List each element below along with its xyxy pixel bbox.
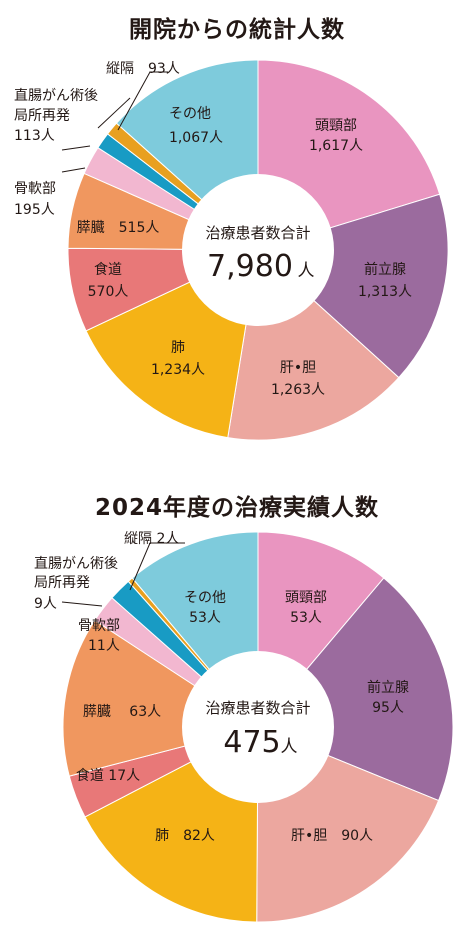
label-liver-2: 肝•胆 90人 bbox=[291, 828, 373, 844]
leader-lines-2024 bbox=[61, 542, 185, 607]
total-unit-cumulative: 人 bbox=[298, 261, 315, 281]
label-esophagus: 食道 bbox=[94, 261, 122, 278]
value-liver: 1,263人 bbox=[271, 382, 325, 398]
label-other-2: その他 bbox=[184, 590, 226, 606]
value-head-neck: 1,617人 bbox=[309, 138, 363, 154]
chart-title-cumulative: 開院からの統計人数 bbox=[129, 17, 345, 43]
value-esophagus: 570人 bbox=[88, 284, 129, 300]
center-label-cumulative: 治療患者数合計 bbox=[205, 224, 310, 242]
donut-hole-cumulative bbox=[182, 174, 334, 326]
label-other: その他 bbox=[169, 106, 211, 122]
leader-line-rectal-2 bbox=[61, 145, 91, 151]
label-bone: 骨軟部 bbox=[14, 181, 56, 197]
leader-line-mediastinum bbox=[117, 71, 168, 131]
label-rectal-2-line2: 局所再発 bbox=[34, 575, 90, 591]
value-bone: 195人 bbox=[14, 202, 55, 218]
label-liver: 肝•胆 bbox=[280, 360, 316, 376]
total-value-cumulative: 7,980 bbox=[207, 249, 293, 284]
leader-line-bone bbox=[61, 167, 86, 173]
leader-line-rectal bbox=[97, 97, 131, 129]
leader-line-mediastinum-2 bbox=[129, 542, 185, 591]
label-pancreas: 膵臓 515人 bbox=[77, 220, 160, 236]
value-prostate-2: 95人 bbox=[372, 700, 404, 716]
label-pancreas-2: 膵臓 63人 bbox=[83, 704, 161, 720]
label-prostate: 前立腺 bbox=[364, 261, 406, 278]
label-lung-2: 肺 82人 bbox=[155, 828, 215, 844]
label-rectal-2-line1: 直腸がん術後 bbox=[34, 555, 118, 572]
slice-labels-2024: 頭頸部 53人 前立腺 95人 肝•胆 90人 肺 82人 食道 17人 膵臓 … bbox=[34, 531, 409, 844]
donut-hole-2024 bbox=[182, 651, 334, 803]
value-lung: 1,234人 bbox=[151, 362, 205, 378]
label-prostate-2: 前立腺 bbox=[367, 679, 409, 696]
value-other: 1,067人 bbox=[169, 130, 223, 146]
label-esophagus-2: 食道 17人 bbox=[76, 767, 140, 784]
leader-line-rectal-3 bbox=[61, 601, 103, 607]
value-rectal-2: 9人 bbox=[34, 596, 57, 612]
value-prostate: 1,313人 bbox=[358, 284, 412, 300]
slice-labels-cumulative: 頭頸部 1,617人 前立腺 1,313人 肝•胆 1,263人 肺 1,234… bbox=[14, 61, 412, 398]
total-value-2024: 475 bbox=[223, 725, 280, 760]
value-head-neck-2: 53人 bbox=[290, 610, 322, 626]
value-bone-2: 11人 bbox=[88, 638, 120, 654]
label-bone-2: 骨軟部 bbox=[78, 618, 120, 634]
leader-lines-cumulative bbox=[61, 71, 168, 173]
label-head-neck: 頭頸部 bbox=[315, 118, 357, 134]
label-mediastinum-2: 縦隔 2人 bbox=[124, 531, 179, 547]
label-rectal-line1: 直腸がん術後 bbox=[14, 87, 98, 104]
center-label-2024: 治療患者数合計 bbox=[205, 699, 310, 717]
label-lung: 肺 bbox=[171, 340, 185, 356]
label-head-neck-2: 頭頸部 bbox=[285, 590, 327, 606]
label-rectal-line2: 局所再発 bbox=[14, 108, 70, 124]
value-rectal: 113人 bbox=[14, 128, 55, 144]
label-mediastinum: 縦隔 93人 bbox=[106, 61, 180, 77]
chart-title-2024: 2024年度の治療実績人数 bbox=[94, 495, 379, 521]
total-unit-2024: 人 bbox=[281, 737, 298, 757]
value-other-2: 53人 bbox=[189, 610, 221, 626]
